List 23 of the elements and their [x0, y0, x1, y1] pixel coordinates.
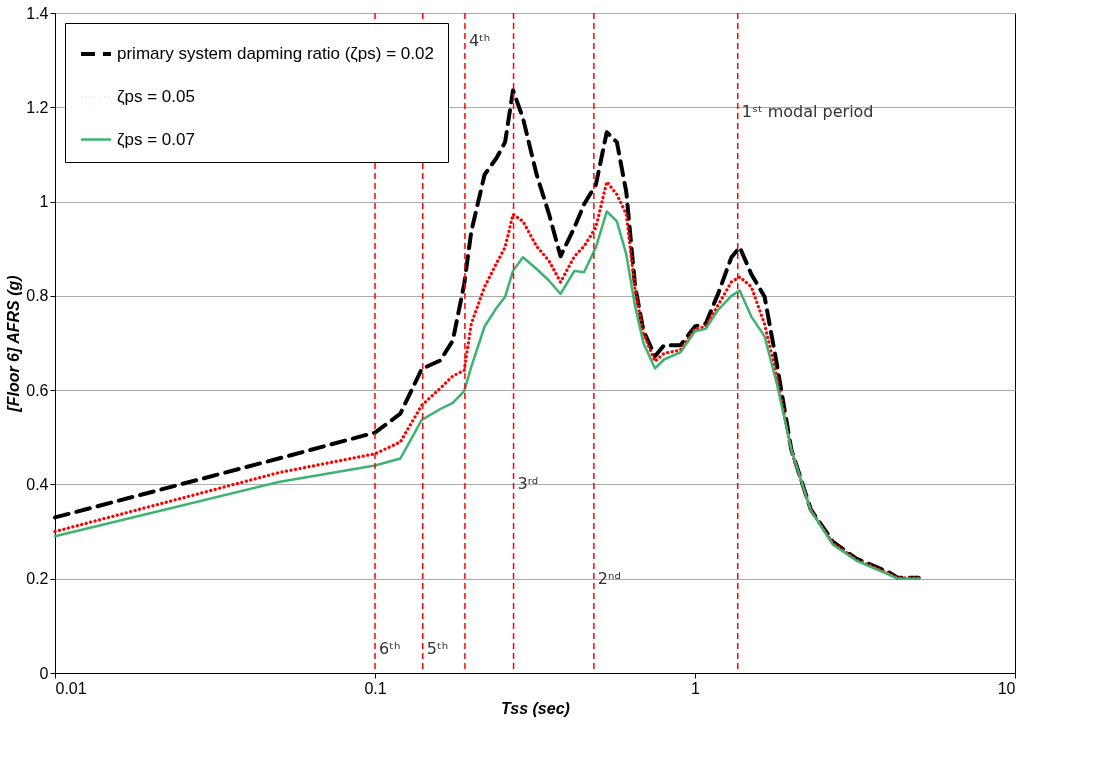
annotation: 5ᵗʰ	[426, 639, 449, 659]
x-tick-label: 1	[691, 679, 701, 697]
annotation: 1ˢᵗ modal period	[741, 102, 874, 121]
y-tick-label: 0.4	[26, 475, 49, 493]
y-tick-label: 1	[39, 193, 49, 211]
y-tick-label: 0.6	[26, 381, 49, 399]
annotation: 2ⁿᵈ	[597, 568, 621, 588]
legend-label: ζps = 0.05	[117, 87, 195, 106]
y-tick-label: 1.4	[26, 4, 49, 22]
annotation: 3ʳᵈ	[517, 474, 539, 494]
x-axis-title: Tss (sec)	[501, 699, 570, 717]
annotation: 4ᵗʰ	[468, 31, 491, 51]
legend-label: primary system dapming ratio (ζps) = 0.02	[117, 44, 434, 63]
x-tick-label: 0.01	[55, 679, 87, 697]
y-tick-label: 1.2	[26, 98, 49, 116]
y-tick-label: 0.8	[26, 287, 49, 305]
annotation: 6ᵗʰ	[379, 639, 401, 659]
x-tick-label: 10	[997, 679, 1016, 697]
y-tick-label: 0	[39, 664, 49, 682]
y-axis-title: [Floor 6] AFRS (g)	[5, 275, 23, 413]
legend-label: ζps = 0.07	[117, 129, 195, 149]
y-tick-label: 0.2	[26, 570, 49, 588]
x-tick-label: 0.1	[364, 679, 387, 697]
